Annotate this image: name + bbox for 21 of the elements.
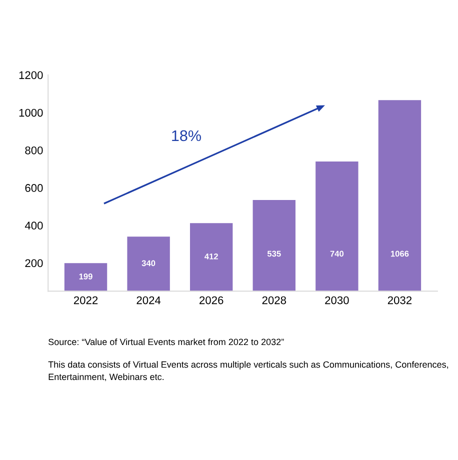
y-tick-label: 800 (25, 146, 43, 154)
data-label: 199 (79, 274, 92, 280)
x-tick-label: 2030 (325, 296, 349, 304)
y-tick-label: 200 (25, 259, 43, 268)
y-tick-label: 1200 (19, 71, 43, 80)
data-label: 1066 (390, 250, 409, 257)
data-label: 412 (204, 253, 218, 260)
y-tick-label: 600 (25, 184, 43, 192)
x-tick-label: 2024 (136, 296, 161, 304)
data-label: 740 (330, 250, 344, 257)
data-label: 340 (142, 260, 156, 266)
x-tick-label: 2026 (200, 296, 224, 304)
data-label: 535 (267, 250, 281, 257)
text: This data consists of Virtual Events across multiple verticals such as Communications, Conferences, Entertainment, Webinars etc. (48, 361, 448, 382)
annotation: 18% (172, 130, 201, 142)
x-tick-label: 2032 (388, 296, 412, 304)
y-tick-label: 1000 (19, 108, 43, 117)
x-tick-label: 2022 (74, 296, 98, 304)
source-note: Source: “Value of Virtual Events market from 2022 to 2032” (48, 338, 284, 346)
y-tick-label: 400 (24, 222, 43, 230)
x-tick-label: 2028 (262, 296, 286, 304)
